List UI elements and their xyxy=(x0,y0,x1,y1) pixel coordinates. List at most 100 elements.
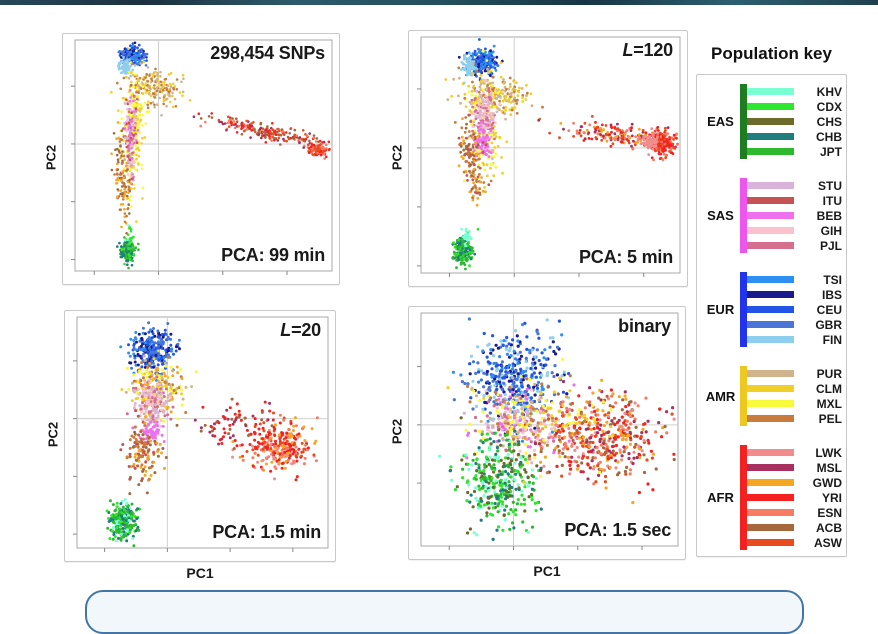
legend-item-CHB: CHB xyxy=(747,129,842,144)
legend-swatch xyxy=(747,524,794,531)
legend-item-label: PEL xyxy=(800,413,842,425)
annotation-text: =120 xyxy=(633,40,673,60)
legend-swatch xyxy=(747,385,794,392)
legend-swatch xyxy=(747,415,794,422)
legend-item-label: BEB xyxy=(800,210,842,222)
legend-group-label: AFR xyxy=(701,445,740,550)
annotation-italic: L xyxy=(622,40,633,60)
legend-group-bar xyxy=(740,272,747,347)
legend-group-label: AMR xyxy=(701,366,740,426)
legend-swatch xyxy=(747,321,794,328)
plot-frame: 298,454 SNPs PCA: 99 min xyxy=(62,33,340,285)
annotation-runtime: PCA: 5 min xyxy=(579,247,673,268)
annotation-text: 298,454 SNPs xyxy=(210,43,325,63)
legend-swatch xyxy=(747,539,794,546)
legend-item-MSL: MSL xyxy=(747,460,842,475)
legend-swatch xyxy=(747,370,794,377)
legend-item-JPT: JPT xyxy=(747,144,842,159)
pca-panel-l20: PC2 L=20 PCA: 1.5 min PC1 xyxy=(64,310,336,562)
annotation-landmarks: L=120 xyxy=(622,40,673,61)
legend-item-label: JPT xyxy=(800,146,842,158)
legend-item-label: CHB xyxy=(800,131,842,143)
legend-item-CEU: CEU xyxy=(747,302,842,317)
y-axis-label-pc2: PC2 xyxy=(390,122,405,192)
legend-item-PJL: PJL xyxy=(747,238,842,253)
legend-item-label: YRI xyxy=(800,492,842,504)
legend-swatch xyxy=(747,494,794,501)
x-axis-label-pc1: PC1 xyxy=(64,565,336,581)
legend-swatch xyxy=(747,103,794,110)
legend-item-label: LWK xyxy=(800,447,842,459)
legend-swatch xyxy=(747,148,794,155)
legend-item-IBS: IBS xyxy=(747,287,842,302)
x-axis-label-pc1: PC1 xyxy=(408,563,686,579)
pca-panel-binary: PC2 binary PCA: 1.5 sec PC1 xyxy=(408,306,686,560)
legend-item-label: ACB xyxy=(800,522,842,534)
legend-item-PUR: PUR xyxy=(747,366,842,381)
legend-item-GBR: GBR xyxy=(747,317,842,332)
legend-item-label: CEU xyxy=(800,304,842,316)
legend-item-label: PJL xyxy=(800,240,842,252)
legend-group-AFR: AFR LWK MSL GWD YRI ESN ACB ASW xyxy=(701,445,842,550)
legend-item-label: GWD xyxy=(800,477,842,489)
legend-item-label: FIN xyxy=(800,334,842,346)
legend-item-label: ESN xyxy=(800,507,842,519)
annotation-binary: binary xyxy=(618,316,671,337)
top-accent-bar xyxy=(0,0,878,5)
y-axis-label-pc2: PC2 xyxy=(390,397,405,467)
annotation-snp-count: 298,454 SNPs xyxy=(210,43,325,64)
legend-item-label: STU xyxy=(800,180,842,192)
legend-swatch xyxy=(747,306,794,313)
pca-panel-l120: PC2 L=120 PCA: 5 min xyxy=(408,30,688,287)
legend-item-KHV: KHV xyxy=(747,84,842,99)
annotation-text: binary xyxy=(618,316,671,336)
annotation-runtime: PCA: 99 min xyxy=(221,245,325,266)
legend-group-bar xyxy=(740,178,747,253)
legend-item-ACB: ACB xyxy=(747,520,842,535)
legend-swatch xyxy=(747,276,794,283)
legend-swatch xyxy=(747,400,794,407)
annotation-text: =20 xyxy=(291,320,321,340)
legend-item-FIN: FIN xyxy=(747,332,842,347)
legend-item-label: KHV xyxy=(800,86,842,98)
legend-item-label: ASW xyxy=(800,537,842,549)
legend-group-bar xyxy=(740,366,747,426)
y-axis-label-pc2: PC2 xyxy=(44,123,59,193)
plot-frame: binary PCA: 1.5 sec xyxy=(408,306,686,560)
y-axis-label-pc2: PC2 xyxy=(46,400,61,470)
legend-item-label: GBR xyxy=(800,319,842,331)
legend-swatch xyxy=(747,242,794,249)
legend-item-ESN: ESN xyxy=(747,505,842,520)
legend-group-label: SAS xyxy=(701,178,740,253)
legend-item-CLM: CLM xyxy=(747,381,842,396)
legend-item-GWD: GWD xyxy=(747,475,842,490)
legend-item-label: MSL xyxy=(800,462,842,474)
legend-group-label: EUR xyxy=(701,272,740,347)
legend-item-GIH: GIH xyxy=(747,223,842,238)
caption-callout-box xyxy=(85,590,804,634)
annotation-runtime: PCA: 1.5 sec xyxy=(564,520,671,541)
legend-swatch xyxy=(747,88,794,95)
legend-swatch xyxy=(747,212,794,219)
legend-swatch xyxy=(747,133,794,140)
population-key-title: Population key xyxy=(696,44,847,64)
legend-item-CHS: CHS xyxy=(747,114,842,129)
legend-item-label: IBS xyxy=(800,289,842,301)
legend-swatch xyxy=(747,182,794,189)
legend-item-label: TSI xyxy=(800,274,842,286)
legend-item-ASW: ASW xyxy=(747,535,842,550)
plot-frame: L=120 PCA: 5 min xyxy=(408,30,688,287)
plot-frame: L=20 PCA: 1.5 min xyxy=(64,310,336,562)
legend-item-label: CDX xyxy=(800,101,842,113)
legend-swatch xyxy=(747,197,794,204)
legend-item-label: CLM xyxy=(800,383,842,395)
legend-item-label: CHS xyxy=(800,116,842,128)
legend-swatch xyxy=(747,479,794,486)
legend-swatch xyxy=(747,449,794,456)
legend-group-EUR: EUR TSI IBS CEU GBR FIN xyxy=(701,272,842,347)
legend-item-STU: STU xyxy=(747,178,842,193)
